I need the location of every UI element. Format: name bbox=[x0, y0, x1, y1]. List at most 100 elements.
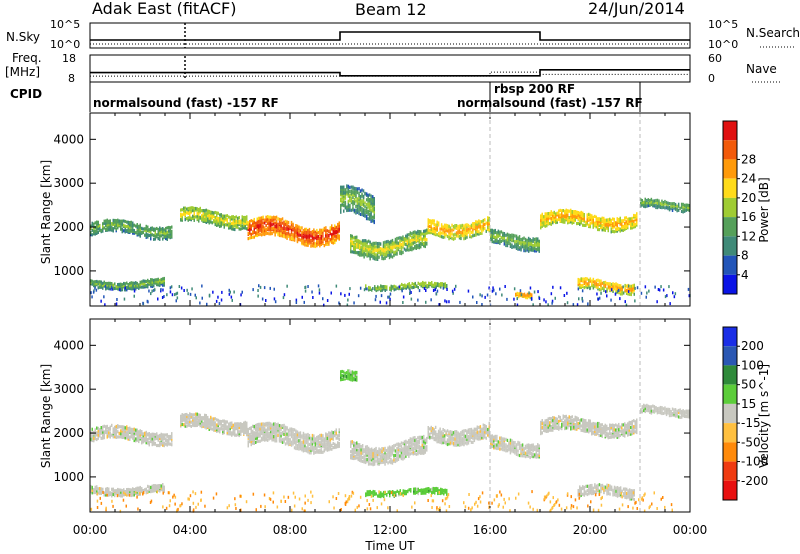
heatmap-cell bbox=[612, 229, 614, 233]
heatmap-cell bbox=[472, 228, 474, 232]
heatmap-cell bbox=[338, 224, 340, 228]
heatmap-cell bbox=[415, 444, 418, 448]
heatmap-cell bbox=[426, 284, 428, 288]
heatmap-cell bbox=[410, 284, 412, 288]
heatmap-cell bbox=[353, 208, 356, 212]
heatmap-cell bbox=[308, 233, 311, 237]
heatmap-cell bbox=[176, 291, 179, 295]
heatmap-cell bbox=[135, 437, 137, 441]
heatmap-cell bbox=[223, 214, 225, 218]
heatmap-cell bbox=[92, 290, 95, 294]
heatmap-cell bbox=[403, 446, 406, 450]
heatmap-cell bbox=[375, 255, 377, 259]
heatmap-cell bbox=[390, 457, 392, 461]
heatmap-cell bbox=[449, 436, 452, 441]
heatmap-cell bbox=[592, 220, 594, 224]
noise-right-label: N.Search bbox=[746, 26, 800, 40]
heatmap-cell bbox=[277, 427, 279, 431]
heatmap-cell bbox=[347, 375, 349, 379]
heatmap-cell bbox=[406, 239, 409, 244]
heatmap-cell bbox=[371, 288, 373, 292]
heatmap-cell bbox=[360, 448, 362, 452]
heatmap-cell bbox=[353, 197, 356, 202]
heatmap-cell bbox=[292, 429, 294, 434]
heatmap-cell bbox=[201, 419, 203, 423]
heatmap-cell bbox=[434, 288, 436, 292]
heatmap-cell bbox=[358, 207, 360, 211]
heatmap-cell bbox=[231, 298, 233, 302]
heatmap-cell bbox=[129, 426, 131, 430]
heatmap-cell bbox=[427, 227, 429, 231]
heatmap-cell bbox=[619, 227, 621, 231]
heatmap-cell bbox=[341, 194, 343, 198]
heatmap-cell bbox=[319, 450, 321, 454]
heatmap-cell bbox=[687, 287, 690, 291]
heatmap-cell bbox=[329, 447, 332, 451]
heatmap-cell bbox=[325, 231, 327, 235]
heatmap-cell bbox=[538, 239, 540, 243]
heatmap-cell bbox=[434, 233, 437, 237]
heatmap-cell bbox=[278, 233, 281, 238]
heatmap-cell bbox=[613, 220, 615, 224]
heatmap-cell bbox=[412, 452, 415, 456]
heatmap-cell bbox=[362, 210, 365, 214]
heatmap-cell bbox=[470, 223, 473, 227]
heatmap-cell bbox=[105, 224, 107, 228]
heatmap-cell bbox=[412, 230, 415, 234]
heatmap-cell bbox=[400, 445, 403, 449]
heatmap-cell bbox=[250, 440, 252, 444]
heatmap-cell bbox=[670, 207, 672, 211]
heatmap-cell bbox=[174, 293, 176, 297]
heatmap-cell bbox=[151, 278, 153, 282]
heatmap-cell bbox=[370, 210, 372, 214]
heatmap-cell bbox=[403, 239, 406, 243]
heatmap-cell bbox=[411, 235, 413, 240]
heatmap-cell bbox=[106, 225, 108, 229]
heatmap-cell bbox=[256, 233, 258, 238]
heatmap-cell bbox=[120, 429, 122, 433]
heatmap-cell bbox=[393, 244, 395, 248]
heatmap-cell bbox=[546, 219, 548, 223]
heatmap-cell bbox=[252, 441, 254, 445]
heatmap-cell bbox=[314, 230, 317, 234]
heatmap-cell bbox=[328, 242, 330, 246]
heatmap-cell bbox=[405, 286, 407, 290]
heatmap-cell bbox=[430, 435, 432, 440]
heatmap-cell bbox=[420, 230, 422, 234]
heatmap-cell bbox=[504, 285, 506, 288]
heatmap-cell bbox=[367, 251, 370, 255]
heatmap-cell bbox=[399, 447, 401, 451]
heatmap-cell bbox=[284, 442, 287, 446]
heatmap-cell bbox=[219, 217, 221, 221]
heatmap-cell bbox=[135, 284, 137, 288]
heatmap-cell bbox=[150, 230, 152, 234]
heatmap-cell bbox=[405, 454, 407, 458]
heatmap-cell bbox=[97, 286, 99, 290]
heatmap-cell bbox=[308, 434, 311, 438]
heatmap-cell bbox=[284, 227, 287, 231]
heatmap-cell bbox=[552, 217, 554, 222]
heatmap-cell bbox=[633, 219, 635, 223]
heatmap-cell bbox=[198, 413, 200, 417]
heatmap-cell bbox=[625, 288, 628, 292]
heatmap-cell bbox=[440, 430, 443, 434]
heatmap-cell bbox=[231, 215, 233, 219]
heatmap-cell bbox=[434, 425, 437, 429]
heatmap-cell bbox=[609, 285, 611, 289]
heatmap-cell bbox=[451, 232, 453, 236]
heatmap-cell bbox=[460, 233, 462, 237]
heatmap-cell bbox=[579, 280, 581, 284]
heatmap-cell bbox=[363, 250, 365, 255]
heatmap-cell bbox=[353, 441, 355, 445]
heatmap-cell bbox=[442, 438, 444, 442]
heatmap-cell bbox=[109, 284, 111, 288]
heatmap-cell bbox=[397, 455, 400, 459]
heatmap-cell bbox=[111, 225, 113, 229]
heatmap-cell bbox=[403, 442, 406, 446]
heatmap-cell bbox=[408, 443, 410, 447]
heatmap-cell bbox=[103, 424, 105, 428]
heatmap-cell bbox=[178, 285, 181, 288]
heatmap-cell bbox=[304, 239, 306, 243]
heatmap-cell bbox=[201, 209, 203, 213]
heatmap-cell bbox=[286, 231, 288, 236]
